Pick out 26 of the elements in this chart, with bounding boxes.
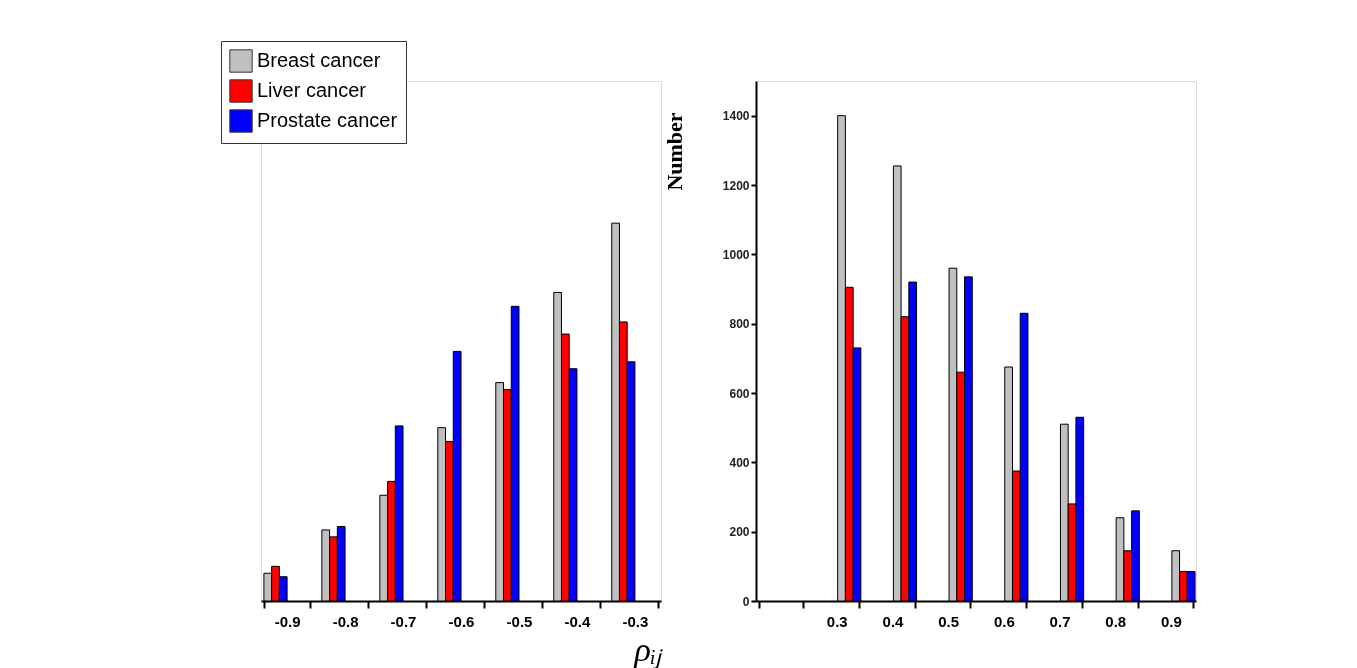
- x-tick-label: -0.8: [332, 612, 359, 630]
- y-tick-label: 0: [742, 594, 750, 609]
- y-tick-label: 1000: [722, 247, 750, 262]
- y-tick-label: 800: [729, 317, 750, 332]
- x-tick-label: -0.7: [390, 612, 417, 630]
- y-axis-title: Number: [661, 112, 687, 191]
- y-tick-label: 1400: [722, 109, 750, 124]
- legend-label: Liver cancer: [257, 79, 367, 101]
- x-tick-label: 0.4: [882, 612, 905, 630]
- legend-label: Prostate cancer: [257, 109, 398, 131]
- x-tick-label: -0.9: [274, 612, 301, 630]
- x-tick-label: -0.3: [622, 612, 649, 630]
- y-tick-label: 200: [729, 525, 750, 540]
- x-tick-label: 0.8: [1105, 612, 1127, 630]
- y-tick-label: 600: [729, 386, 750, 401]
- x-tick-label: 0.3: [826, 612, 848, 630]
- x-tick-label: 0.9: [1161, 612, 1182, 630]
- x-tick-label: 0.5: [938, 612, 960, 630]
- x-tick-label: -0.5: [506, 612, 533, 630]
- x-tick-label: 0.6: [993, 612, 1015, 630]
- y-tick-label: 1200: [722, 178, 750, 193]
- x-tick-label: 0.7: [1049, 612, 1071, 630]
- x-tick-label: -0.4: [564, 612, 592, 630]
- y-tick-label: 400: [729, 455, 750, 470]
- x-tick-label: -0.6: [448, 612, 475, 630]
- legend-label: Breast cancer: [257, 49, 381, 71]
